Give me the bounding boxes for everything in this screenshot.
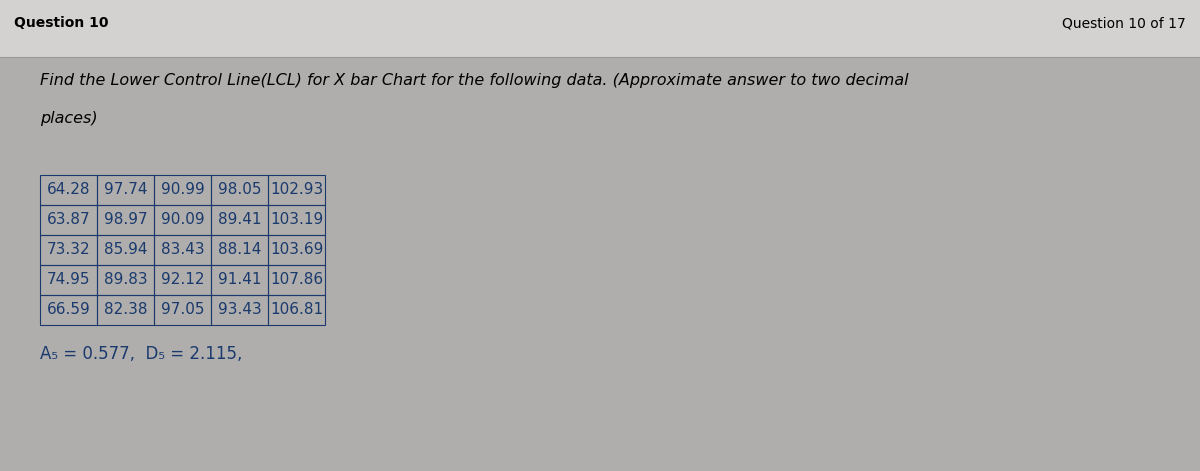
Bar [40, 295, 97, 325]
Text: 97.05: 97.05 [161, 302, 204, 317]
Text: 64.28: 64.28 [47, 182, 90, 197]
Bar [40, 265, 97, 295]
Bar [97, 295, 154, 325]
Bar [268, 265, 325, 295]
Text: 103.19: 103.19 [270, 212, 323, 227]
Bar [268, 235, 325, 265]
Text: Question 10 of 17: Question 10 of 17 [1062, 16, 1186, 31]
Text: 92.12: 92.12 [161, 273, 204, 287]
Text: Question 10: Question 10 [14, 16, 109, 31]
Bar [154, 235, 211, 265]
Bar [154, 295, 211, 325]
Text: 93.43: 93.43 [217, 302, 262, 317]
Text: 90.09: 90.09 [161, 212, 204, 227]
Text: 102.93: 102.93 [270, 182, 323, 197]
Text: 88.14: 88.14 [218, 243, 262, 258]
Text: 89.83: 89.83 [103, 273, 148, 287]
FancyBboxPatch shape [0, 0, 1200, 57]
Bar [97, 205, 154, 235]
Bar [154, 265, 211, 295]
Bar [211, 175, 268, 205]
Text: 89.41: 89.41 [217, 212, 262, 227]
Bar [268, 205, 325, 235]
Text: 107.86: 107.86 [270, 273, 323, 287]
Text: 74.95: 74.95 [47, 273, 90, 287]
Text: 73.32: 73.32 [47, 243, 90, 258]
Text: 98.05: 98.05 [217, 182, 262, 197]
Text: 63.87: 63.87 [47, 212, 90, 227]
Text: 106.81: 106.81 [270, 302, 323, 317]
Bar [211, 205, 268, 235]
Bar [40, 235, 97, 265]
Bar [40, 175, 97, 205]
Bar [40, 205, 97, 235]
Text: 98.97: 98.97 [103, 212, 148, 227]
Text: 83.43: 83.43 [161, 243, 204, 258]
Text: A₅ = 0.577,  D₅ = 2.115,: A₅ = 0.577, D₅ = 2.115, [40, 345, 242, 363]
Text: 97.74: 97.74 [103, 182, 148, 197]
Text: places): places) [40, 111, 97, 126]
Bar [97, 235, 154, 265]
Text: Find the Lower Control Line(LCL) for X bar Chart for the following data. (Approx: Find the Lower Control Line(LCL) for X b… [40, 73, 908, 88]
Bar [211, 265, 268, 295]
Bar [97, 265, 154, 295]
Bar [154, 205, 211, 235]
Text: 82.38: 82.38 [103, 302, 148, 317]
Bar [97, 175, 154, 205]
Text: 66.59: 66.59 [47, 302, 90, 317]
Bar [268, 295, 325, 325]
Bar [211, 235, 268, 265]
Text: 103.69: 103.69 [270, 243, 323, 258]
Bar [154, 175, 211, 205]
Bar [211, 295, 268, 325]
Bar [268, 175, 325, 205]
Text: 85.94: 85.94 [103, 243, 148, 258]
Text: 91.41: 91.41 [217, 273, 262, 287]
Text: 90.99: 90.99 [161, 182, 204, 197]
